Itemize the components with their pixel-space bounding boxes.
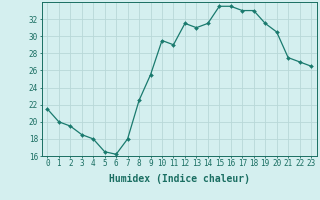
X-axis label: Humidex (Indice chaleur): Humidex (Indice chaleur) (109, 174, 250, 184)
